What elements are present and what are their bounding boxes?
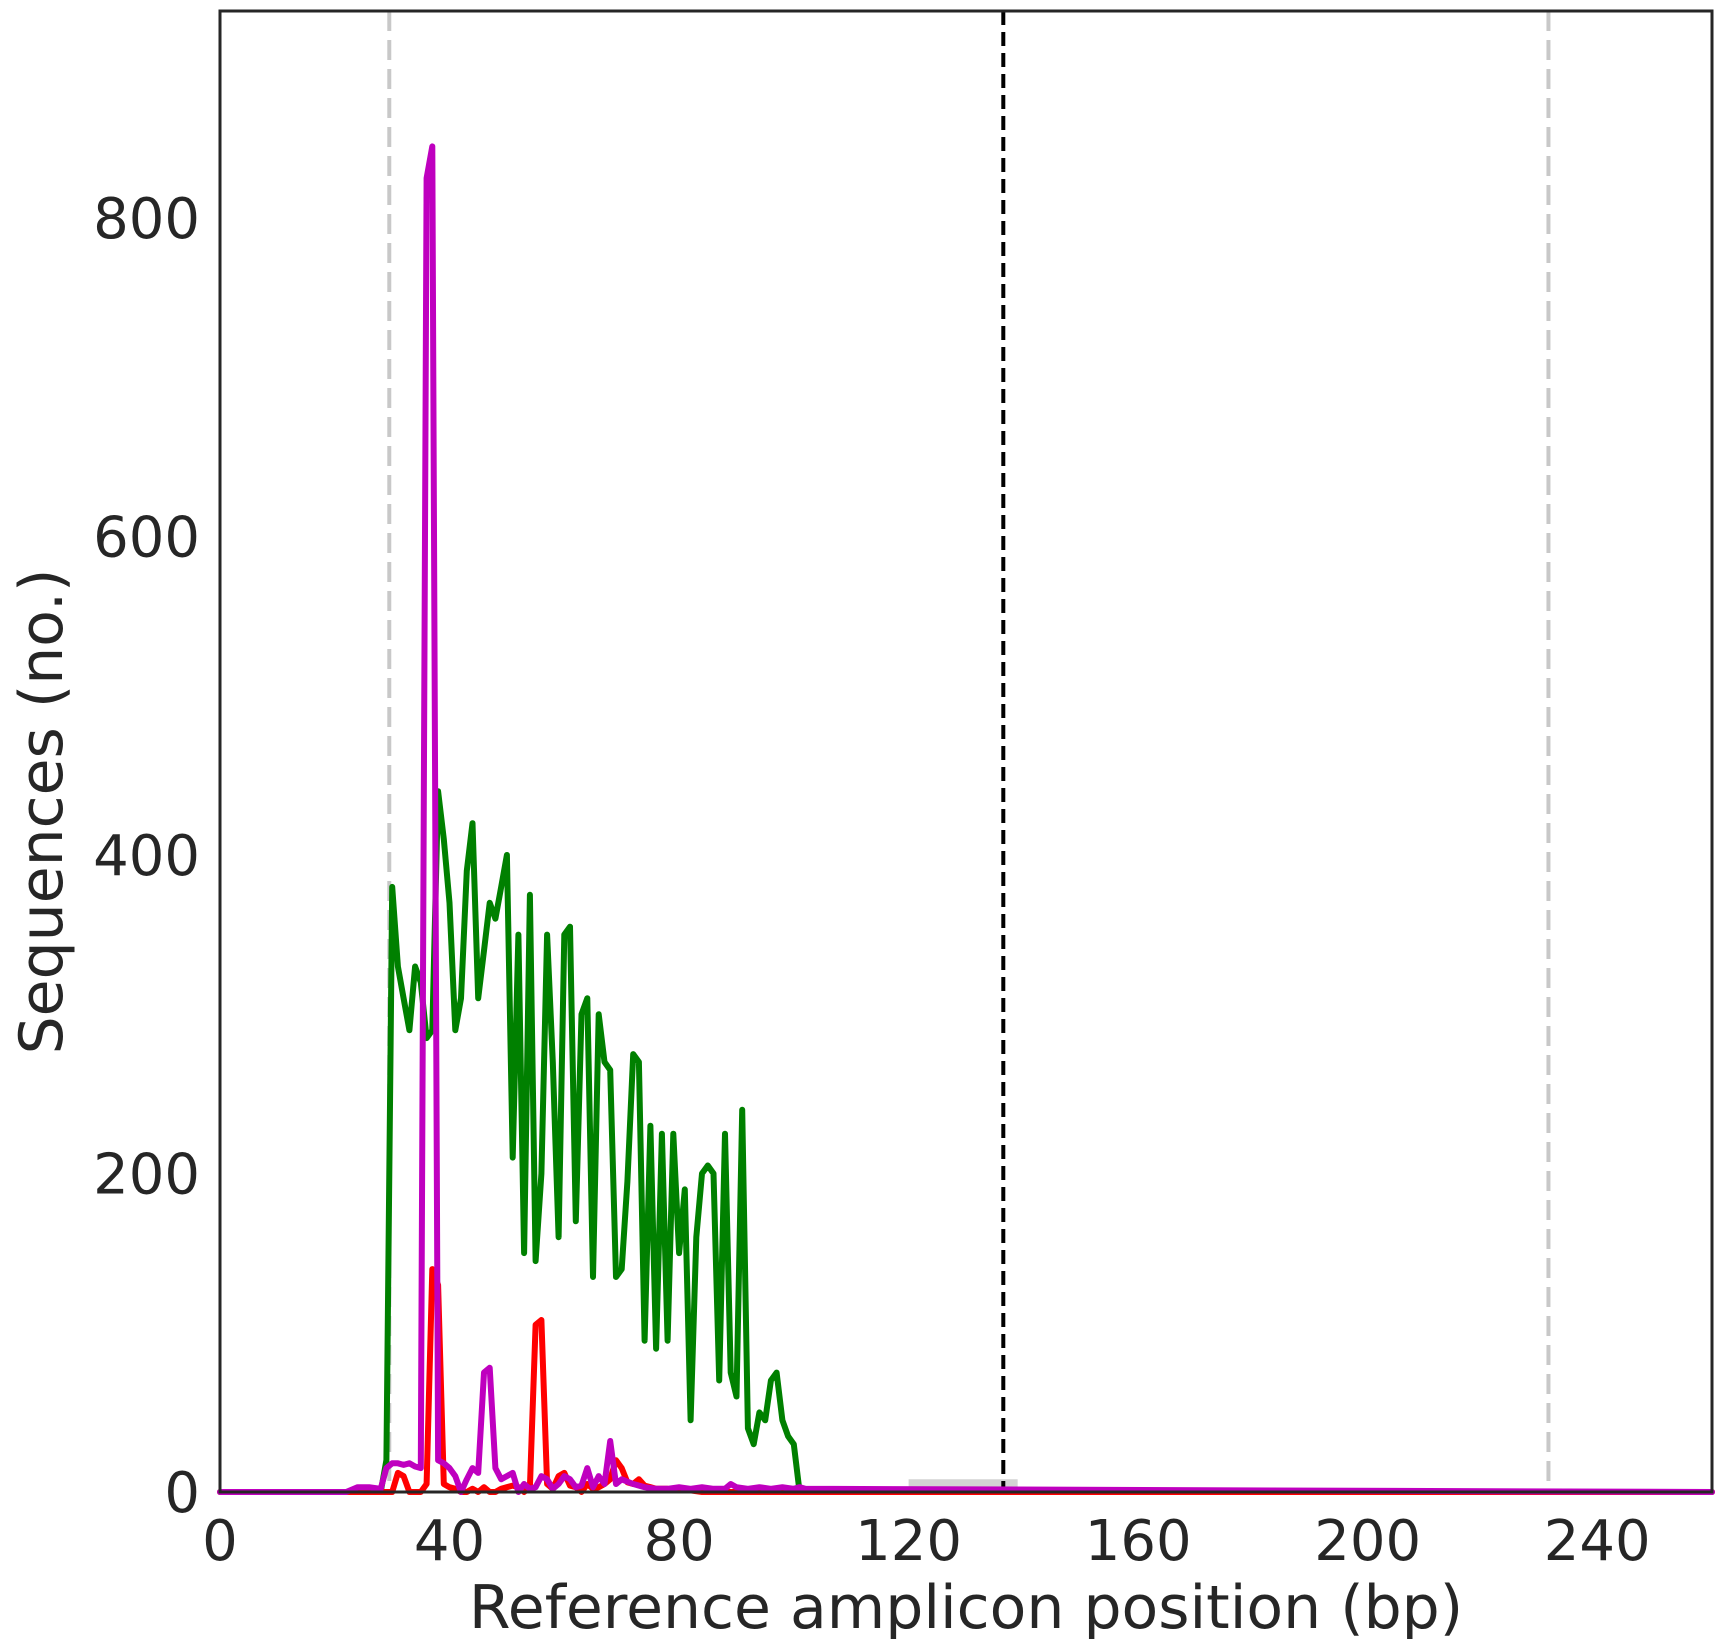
y-tick-label: 400 xyxy=(93,824,200,889)
x-tick-label: 200 xyxy=(1314,1509,1421,1574)
x-tick-label: 160 xyxy=(1085,1509,1192,1574)
x-tick-label: 80 xyxy=(643,1509,714,1574)
series-line-3 xyxy=(217,143,1715,1495)
x-axis-label: Reference amplicon position (bp) xyxy=(469,1573,1463,1639)
axis-ticks: 0 40 80 120 160 200 240 0 200 400 600 800 xyxy=(93,187,1651,1574)
x-tick-label: 240 xyxy=(1544,1509,1651,1574)
y-tick-label: 800 xyxy=(93,187,200,252)
x-tick-label: 0 xyxy=(202,1509,238,1574)
y-tick-label: 200 xyxy=(93,1143,200,1208)
y-tick-label: 0 xyxy=(164,1461,200,1526)
x-tick-label: 40 xyxy=(414,1509,485,1574)
x-tick-label: 120 xyxy=(855,1509,962,1574)
plot-content xyxy=(217,11,1715,1495)
plot-frame xyxy=(218,9,1714,1494)
y-tick-label: 600 xyxy=(93,506,200,571)
series-line-1 xyxy=(217,788,1715,1495)
y-axis-label: Sequences (no.) xyxy=(7,569,77,1055)
